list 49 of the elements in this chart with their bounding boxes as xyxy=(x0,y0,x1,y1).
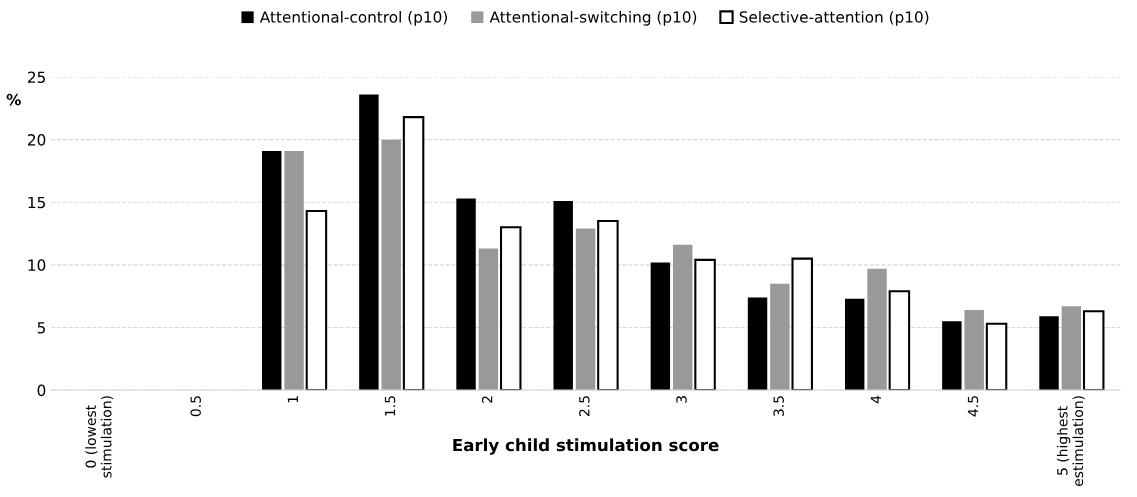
y-tick-label: 5 xyxy=(37,322,45,334)
x-tick-label: 3.5 xyxy=(773,396,784,417)
y-tick-label: 15 xyxy=(28,196,45,209)
y-tick-label: 25 xyxy=(27,71,45,84)
bar xyxy=(770,283,790,391)
legend-label: Attentional-control (p10) xyxy=(259,10,447,26)
bar xyxy=(381,139,401,391)
bar xyxy=(791,257,813,391)
x-tick-label: 5 (highest estimulation) xyxy=(1056,396,1085,487)
bar xyxy=(456,198,476,391)
x-tick-label: 4 xyxy=(870,395,881,404)
bar xyxy=(478,248,499,391)
bar xyxy=(888,290,911,391)
x-tick-label: 0.5 xyxy=(190,396,201,417)
bar xyxy=(985,322,1008,391)
bar xyxy=(262,150,282,391)
bar xyxy=(359,94,379,391)
bar xyxy=(964,309,984,391)
x-tick-label: 3 xyxy=(676,396,687,403)
legend-label: Selective-attention (p10) xyxy=(739,10,929,26)
bar xyxy=(597,220,619,391)
y-tick-label: 0 xyxy=(37,384,46,397)
bar xyxy=(284,150,304,391)
bar xyxy=(1061,306,1082,391)
bar xyxy=(673,244,693,391)
x-tick-label: 0 (lowest stimulation) xyxy=(85,396,114,478)
y-tick-label: 20 xyxy=(27,134,46,146)
bar xyxy=(402,116,425,391)
bar xyxy=(747,297,768,391)
bar xyxy=(1082,310,1105,391)
x-tick-label: 4.5 xyxy=(967,396,979,417)
legend-label: Attentional-switching (p10) xyxy=(489,10,697,26)
x-axis-title: Early child stimulation score xyxy=(453,438,719,455)
bar xyxy=(867,268,887,391)
y-axis-title: % xyxy=(6,93,21,106)
bar xyxy=(499,226,522,391)
bar xyxy=(575,228,596,391)
bar xyxy=(1039,316,1059,391)
bar xyxy=(844,298,865,391)
x-tick-label: 2 xyxy=(481,396,493,403)
x-tick-label: 1.5 xyxy=(384,396,396,416)
y-tick-label: 10 xyxy=(28,259,46,271)
bar xyxy=(942,321,962,391)
bar xyxy=(553,201,573,391)
x-tick-label: 1 xyxy=(287,396,298,403)
bar xyxy=(305,210,328,391)
bar xyxy=(650,262,671,391)
x-tick-label: 2.5 xyxy=(579,396,590,417)
bar xyxy=(694,258,716,391)
